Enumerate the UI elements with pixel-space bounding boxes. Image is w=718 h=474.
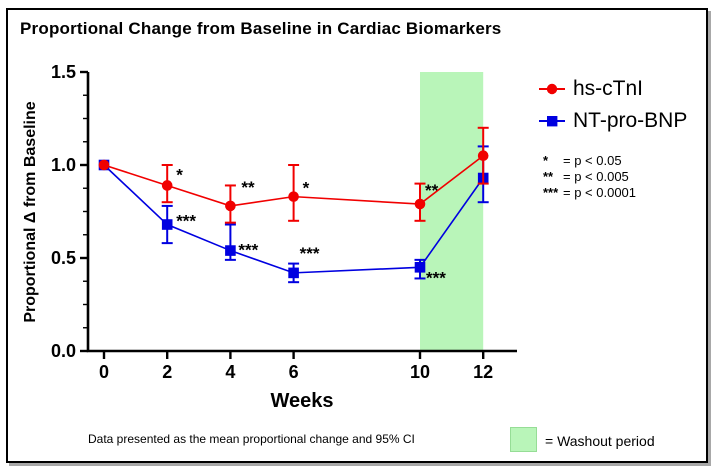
significance-key-row: * = p < 0.05 [543, 153, 636, 169]
figure-frame [6, 8, 708, 463]
significance-stars: ** [425, 181, 439, 200]
series-line [103, 164, 484, 274]
svg-text:10: 10 [410, 362, 430, 382]
legend-item: hs-cTnI [538, 73, 687, 105]
legend: hs-cTnI NT-pro-BNP [538, 73, 687, 137]
data-point-marker [477, 150, 489, 161]
data-point-marker [161, 219, 173, 230]
svg-text:1.0: 1.0 [51, 155, 76, 175]
data-point-marker [288, 191, 299, 202]
y-axis: 0.0 0.5 1.0 1.5 [51, 62, 88, 361]
significance-stars: * [176, 165, 183, 184]
legend-item-label: NT-pro-BNP [573, 109, 688, 132]
washout-label: = Washout period [545, 433, 655, 449]
data-point-marker [161, 180, 173, 191]
circle-marker-icon [539, 83, 565, 95]
data-point-marker [414, 262, 426, 273]
significance-stars: * [303, 179, 310, 198]
significance-stars: *** [426, 268, 446, 287]
washout-swatch [510, 427, 537, 452]
chart-title: Proportional Change from Baseline in Car… [20, 19, 502, 38]
data-point-marker [414, 198, 426, 210]
significance-stars: *** [238, 241, 258, 260]
significance-stars: ** [241, 178, 255, 197]
legend-item-label: hs-cTnI [573, 77, 644, 100]
svg-text:2: 2 [162, 362, 172, 382]
significance-key-text: = p < 0.05 [563, 153, 622, 168]
significance-key-row: *** = p < 0.0001 [543, 185, 636, 201]
significance-stars: *** [176, 212, 196, 231]
data-point-marker [98, 159, 110, 171]
y-axis-label: Proportional Δ from Baseline [22, 101, 39, 323]
significance-key-text: = p < 0.0001 [563, 185, 637, 200]
significance-key-stars: ** [543, 169, 554, 184]
significance-key-text: = p < 0.005 [563, 169, 629, 184]
svg-text:0: 0 [99, 362, 109, 382]
svg-text:0.0: 0.0 [51, 341, 76, 361]
svg-text:0.5: 0.5 [51, 248, 76, 268]
svg-text:4: 4 [225, 362, 235, 382]
washout-band [420, 72, 484, 351]
data-point-marker [225, 245, 236, 256]
x-axis: 0 2 4 6 10 12 [99, 351, 493, 382]
svg-text:12: 12 [473, 362, 493, 382]
significance-stars: *** [300, 244, 320, 263]
svg-text:6: 6 [289, 362, 299, 382]
series-line [103, 155, 484, 207]
significance-key-stars: *** [543, 185, 559, 200]
series-hs-cTnI: *** * ** [98, 126, 489, 224]
x-axis-label: Weeks [270, 390, 334, 412]
legend-item: NT-pro-BNP [538, 105, 687, 137]
data-point-marker [288, 267, 299, 279]
significance-key-stars: * [543, 153, 549, 168]
square-marker-icon [539, 116, 565, 127]
data-point-marker [225, 200, 236, 212]
footnote: Data presented as the mean proportional … [88, 432, 415, 446]
significance-key-row: ** = p < 0.005 [543, 169, 636, 185]
svg-text:1.5: 1.5 [51, 62, 76, 82]
significance-key: * = p < 0.05 ** = p < 0.005 *** = p < 0.0001 [543, 153, 636, 201]
